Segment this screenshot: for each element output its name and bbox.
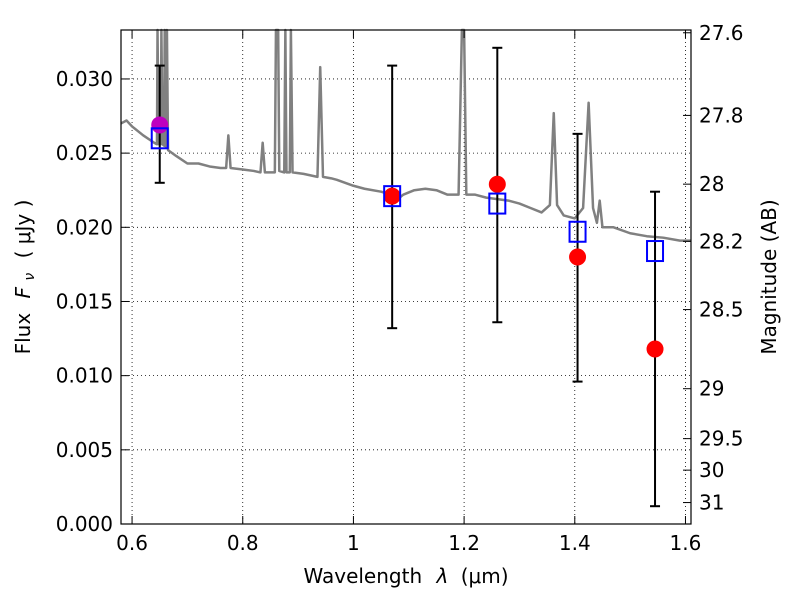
y2-tick-label: 27.8: [699, 103, 744, 127]
x-tick-label: 0.8: [227, 531, 259, 555]
y2-tick-label: 30: [699, 458, 724, 482]
y2-tick-label: 29: [699, 377, 724, 401]
y2-tick-label: 31: [699, 491, 724, 515]
x-axis-title: Wavelength λ (μm): [303, 564, 508, 588]
y-axis-title-symbol: F: [11, 286, 35, 298]
y-axis-title-text: Flux: [11, 313, 35, 355]
square-marker: [646, 240, 665, 263]
square-marker: [150, 127, 169, 150]
circle-marker: [151, 116, 169, 134]
x-tick-label: 0.6: [116, 531, 148, 555]
x-axis-title-unit: (μm): [461, 564, 509, 588]
y-tick-label: 0.020: [56, 215, 113, 239]
square-marker: [568, 220, 587, 243]
circle-marker: [383, 187, 401, 205]
x-tick-label: 1.6: [670, 531, 702, 555]
data-markers: [150, 116, 665, 358]
square-marker: [383, 185, 402, 208]
y2-tick-label: 27.6: [699, 21, 744, 45]
x-axis-title-symbol: λ: [436, 564, 449, 588]
y-axis-title: Flux F ν ( μJy ): [11, 200, 39, 355]
y-axis-title-unit: ( μJy ): [11, 200, 35, 259]
axis-ticks: 0.6 0.8 1 1.2 1.4 1.6 0.000 0.005 0.010 0.015 0.02…: [56, 21, 744, 555]
y2-tick-label: 28.2: [699, 229, 744, 253]
circle-marker: [488, 175, 506, 193]
spectrum-line: [120, 28, 691, 242]
plot-frame: [120, 29, 692, 525]
model-spectrum: [120, 28, 691, 242]
square-marker: [488, 192, 507, 215]
y-tick-label: 0.010: [56, 364, 113, 388]
plot-background: [121, 30, 691, 524]
x-tick-label: 1.2: [448, 531, 480, 555]
y2-tick-label: 28.5: [699, 298, 744, 322]
x-axis-title-text: Wavelength: [303, 564, 422, 588]
y2-tick-label: 28: [699, 172, 724, 196]
x-tick-label: 1.4: [559, 531, 591, 555]
y-tick-label: 0.015: [56, 289, 113, 313]
y-axis-title-subscript: ν: [22, 273, 38, 281]
y-tick-label: 0.005: [56, 438, 113, 462]
y-tick-label: 0.025: [56, 141, 113, 165]
y2-axis-title: Magnitude (AB): [757, 199, 781, 354]
y-tick-label: 0.030: [56, 67, 113, 91]
y-tick-label: 0.000: [56, 512, 113, 536]
x-tick-label: 1: [347, 531, 360, 555]
circle-marker: [569, 248, 587, 266]
y2-tick-label: 29.5: [699, 427, 744, 451]
circle-marker: [646, 340, 664, 358]
